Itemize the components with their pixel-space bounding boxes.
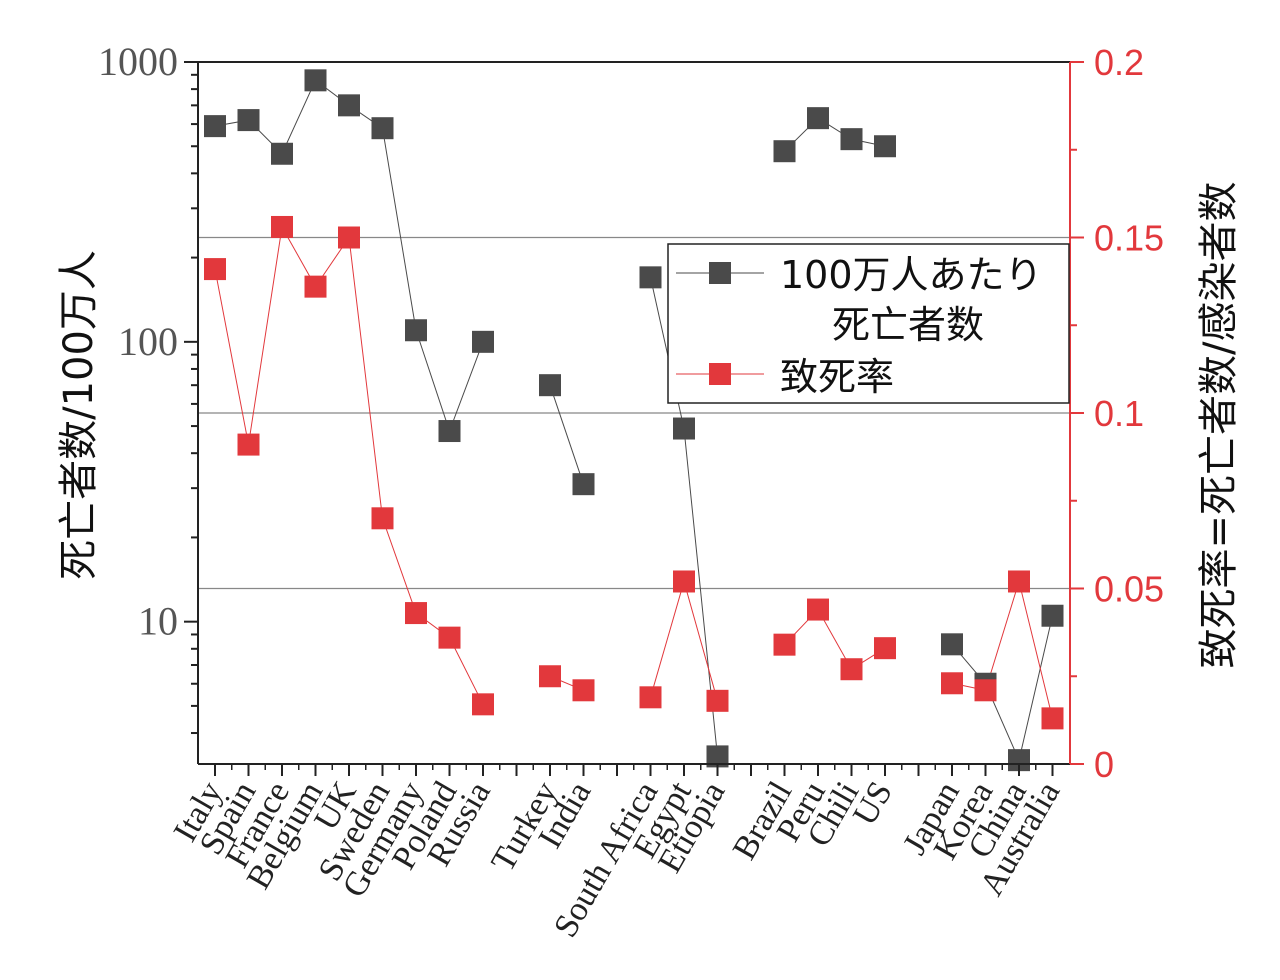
fatality-point — [840, 658, 863, 681]
legend-box — [667, 243, 1070, 404]
series-line-0 — [951, 615, 1053, 762]
deaths-point — [673, 417, 695, 440]
right-axis-ticks: 0 0.05 0.1 0.15 0.2 — [1070, 42, 1164, 785]
right-tick-label: 0.1 — [1094, 393, 1144, 434]
deaths-point — [840, 128, 863, 151]
fatality-point — [304, 275, 327, 298]
deaths-point — [539, 374, 561, 397]
fatality-point — [874, 637, 896, 660]
series-markers — [204, 69, 1064, 772]
deaths-point — [807, 107, 829, 130]
fatality-point — [271, 215, 293, 238]
fatality-point — [338, 226, 360, 249]
legend-marker-deaths — [709, 262, 731, 284]
fatality-point — [1008, 570, 1030, 593]
deaths-point — [338, 94, 360, 117]
deaths-point — [237, 109, 260, 132]
deaths-point — [874, 135, 896, 158]
right-tick-label: 0 — [1094, 744, 1114, 785]
deaths-point — [706, 745, 729, 768]
fatality-point — [438, 626, 461, 649]
deaths-point — [472, 330, 494, 353]
deaths-point — [773, 140, 796, 163]
legend-label-deaths-line1: 100万人あたり — [780, 253, 1043, 297]
y-axis-title-left: 死亡者数/100万人 — [56, 250, 102, 580]
fatality-point — [974, 679, 997, 702]
deaths-point — [1008, 749, 1030, 772]
series-line-1 — [951, 579, 1053, 719]
fatality-point — [204, 258, 226, 281]
fatality-point — [539, 665, 561, 688]
left-tick-label: 10 — [138, 599, 178, 644]
right-tick-label: 0.15 — [1094, 218, 1164, 259]
series-line-1 — [784, 608, 886, 670]
series-line-1 — [650, 579, 718, 701]
deaths-point — [271, 142, 293, 165]
right-tick-label: 0.2 — [1094, 42, 1144, 83]
deaths-point — [1041, 604, 1064, 627]
fatality-point — [941, 672, 963, 695]
fatality-point — [572, 679, 595, 702]
deaths-point — [941, 633, 963, 656]
fatality-point — [1041, 707, 1064, 730]
deaths-point — [572, 473, 595, 496]
legend-marker-fatality — [709, 363, 731, 385]
left-tick-label: 100 — [118, 319, 178, 364]
fatality-point — [405, 602, 427, 625]
fatality-point — [706, 689, 729, 712]
legend-label-deaths-line2: 死亡者数 — [832, 303, 984, 347]
fatality-point — [472, 693, 494, 716]
fatality-point — [807, 598, 829, 621]
legend: 100万人あたり 死亡者数 致死率 — [667, 243, 1070, 404]
deaths-point — [304, 69, 327, 92]
x-axis-ticks: ItalySpainFranceBelgiumUKSwedenGermanyPo… — [167, 764, 1067, 944]
left-tick-label: 1000 — [98, 39, 178, 84]
x-tick-label: US — [846, 776, 900, 832]
fatality-point — [237, 433, 260, 456]
deaths-point — [204, 115, 226, 138]
deaths-point — [371, 117, 394, 140]
deaths-point — [639, 266, 662, 289]
series-line-0 — [784, 117, 886, 152]
series-line-0 — [214, 79, 484, 433]
deaths-point — [438, 420, 461, 443]
left-axis-ticks: 10 100 1000 — [98, 39, 198, 735]
series-lines — [214, 79, 1053, 762]
legend-label-fatality: 致死率 — [780, 355, 894, 399]
y-axis-title-right: 致死率=死亡者数/感染者数 — [1196, 182, 1242, 669]
series-line-0 — [549, 385, 584, 485]
deaths-point — [405, 319, 427, 342]
fatality-point — [673, 570, 695, 593]
fatality-point — [639, 686, 662, 709]
right-tick-label: 0.05 — [1094, 569, 1164, 610]
fatality-point — [371, 507, 394, 530]
fatality-point — [773, 633, 796, 656]
